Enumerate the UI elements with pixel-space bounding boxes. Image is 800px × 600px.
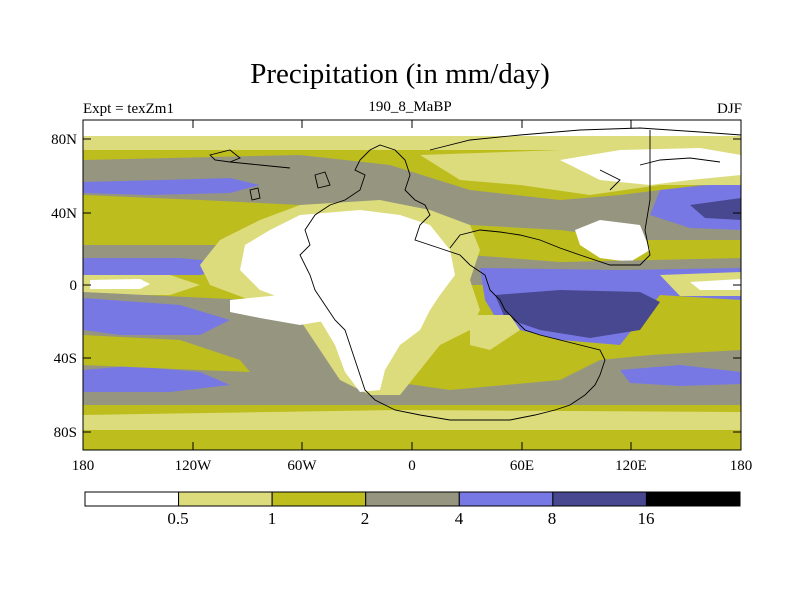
field-s-blue-sw bbox=[83, 366, 230, 392]
field-s-light-sub bbox=[83, 410, 741, 430]
lat-label-40n: 40N bbox=[51, 206, 77, 222]
field-s-olive-sub2 bbox=[83, 430, 741, 450]
field-s-olive-pac bbox=[83, 335, 250, 372]
lon-label-0: 0 bbox=[408, 458, 416, 474]
lon-label-180e: 180 bbox=[730, 458, 753, 474]
colorbar-label-1: 1 bbox=[268, 509, 277, 528]
field-asia-white bbox=[560, 148, 741, 185]
lon-label-120w: 120W bbox=[175, 458, 213, 474]
field-s-gray-band bbox=[83, 292, 741, 420]
colorbar-box-5 bbox=[552, 491, 647, 507]
lon-label-60e: 60E bbox=[510, 458, 534, 474]
precip-field bbox=[83, 120, 741, 450]
lon-labels: 180 120W 60W 0 60E 120E 180 bbox=[72, 458, 753, 474]
colorbar-labels: 0.5 1 2 4 8 16 bbox=[167, 509, 654, 528]
field-equator-white-w2 bbox=[90, 279, 150, 289]
field-trop-darkblue bbox=[495, 290, 660, 338]
colorbar-box-6 bbox=[645, 491, 741, 507]
colorbar bbox=[84, 491, 741, 507]
colorbar-label-0-5: 0.5 bbox=[167, 509, 188, 528]
map-title: Precipitation (in mm/day) bbox=[250, 58, 550, 90]
field-eastasia-white bbox=[575, 220, 650, 262]
field-pangaea-white-ext bbox=[230, 295, 330, 325]
field-n-darkblue-pacific bbox=[690, 198, 741, 220]
field-arctic-light bbox=[83, 136, 741, 150]
colorbar-box-1 bbox=[178, 491, 273, 507]
lon-label-120e: 120E bbox=[615, 458, 647, 474]
colorbar-box-4 bbox=[458, 491, 554, 507]
field-s-blue-se bbox=[620, 365, 741, 386]
colorbar-box-0 bbox=[84, 491, 180, 507]
field-east-light bbox=[470, 315, 520, 350]
season-label: DJF bbox=[716, 101, 742, 117]
coastline bbox=[209, 127, 741, 421]
colorbar-box-2 bbox=[271, 491, 367, 507]
colorbar-label-2: 2 bbox=[361, 509, 370, 528]
lon-label-60w: 60W bbox=[287, 458, 317, 474]
experiment-label: Expt = texZm1 bbox=[83, 101, 174, 117]
colorbar-label-16: 16 bbox=[638, 509, 655, 528]
colorbar-box-3 bbox=[365, 491, 460, 507]
coastline-asia bbox=[429, 127, 741, 266]
lat-label-40s: 40S bbox=[54, 351, 77, 367]
coastline-pangaea bbox=[299, 144, 606, 421]
field-pangaea-white bbox=[240, 210, 455, 392]
field-arctic-white bbox=[83, 120, 741, 138]
time-period-label: 190_8_MaBP bbox=[368, 99, 452, 115]
lat-label-0: 0 bbox=[70, 278, 78, 294]
lat-label-80s: 80S bbox=[54, 425, 77, 441]
lon-label-180w: 180 bbox=[72, 458, 95, 474]
lat-label-80n: 80N bbox=[51, 132, 77, 148]
colorbar-label-8: 8 bbox=[548, 509, 557, 528]
colorbar-label-4: 4 bbox=[455, 509, 464, 528]
field-s-blue-w bbox=[83, 298, 230, 335]
tick-marks bbox=[82, 120, 742, 450]
field-equator-white-e2 bbox=[690, 279, 741, 290]
coastline-arctic bbox=[599, 157, 721, 191]
field-n-blue-band bbox=[83, 178, 260, 195]
coastline-west-islands bbox=[209, 149, 331, 201]
lat-labels: 80N 40N 0 40S 80S bbox=[51, 132, 77, 441]
